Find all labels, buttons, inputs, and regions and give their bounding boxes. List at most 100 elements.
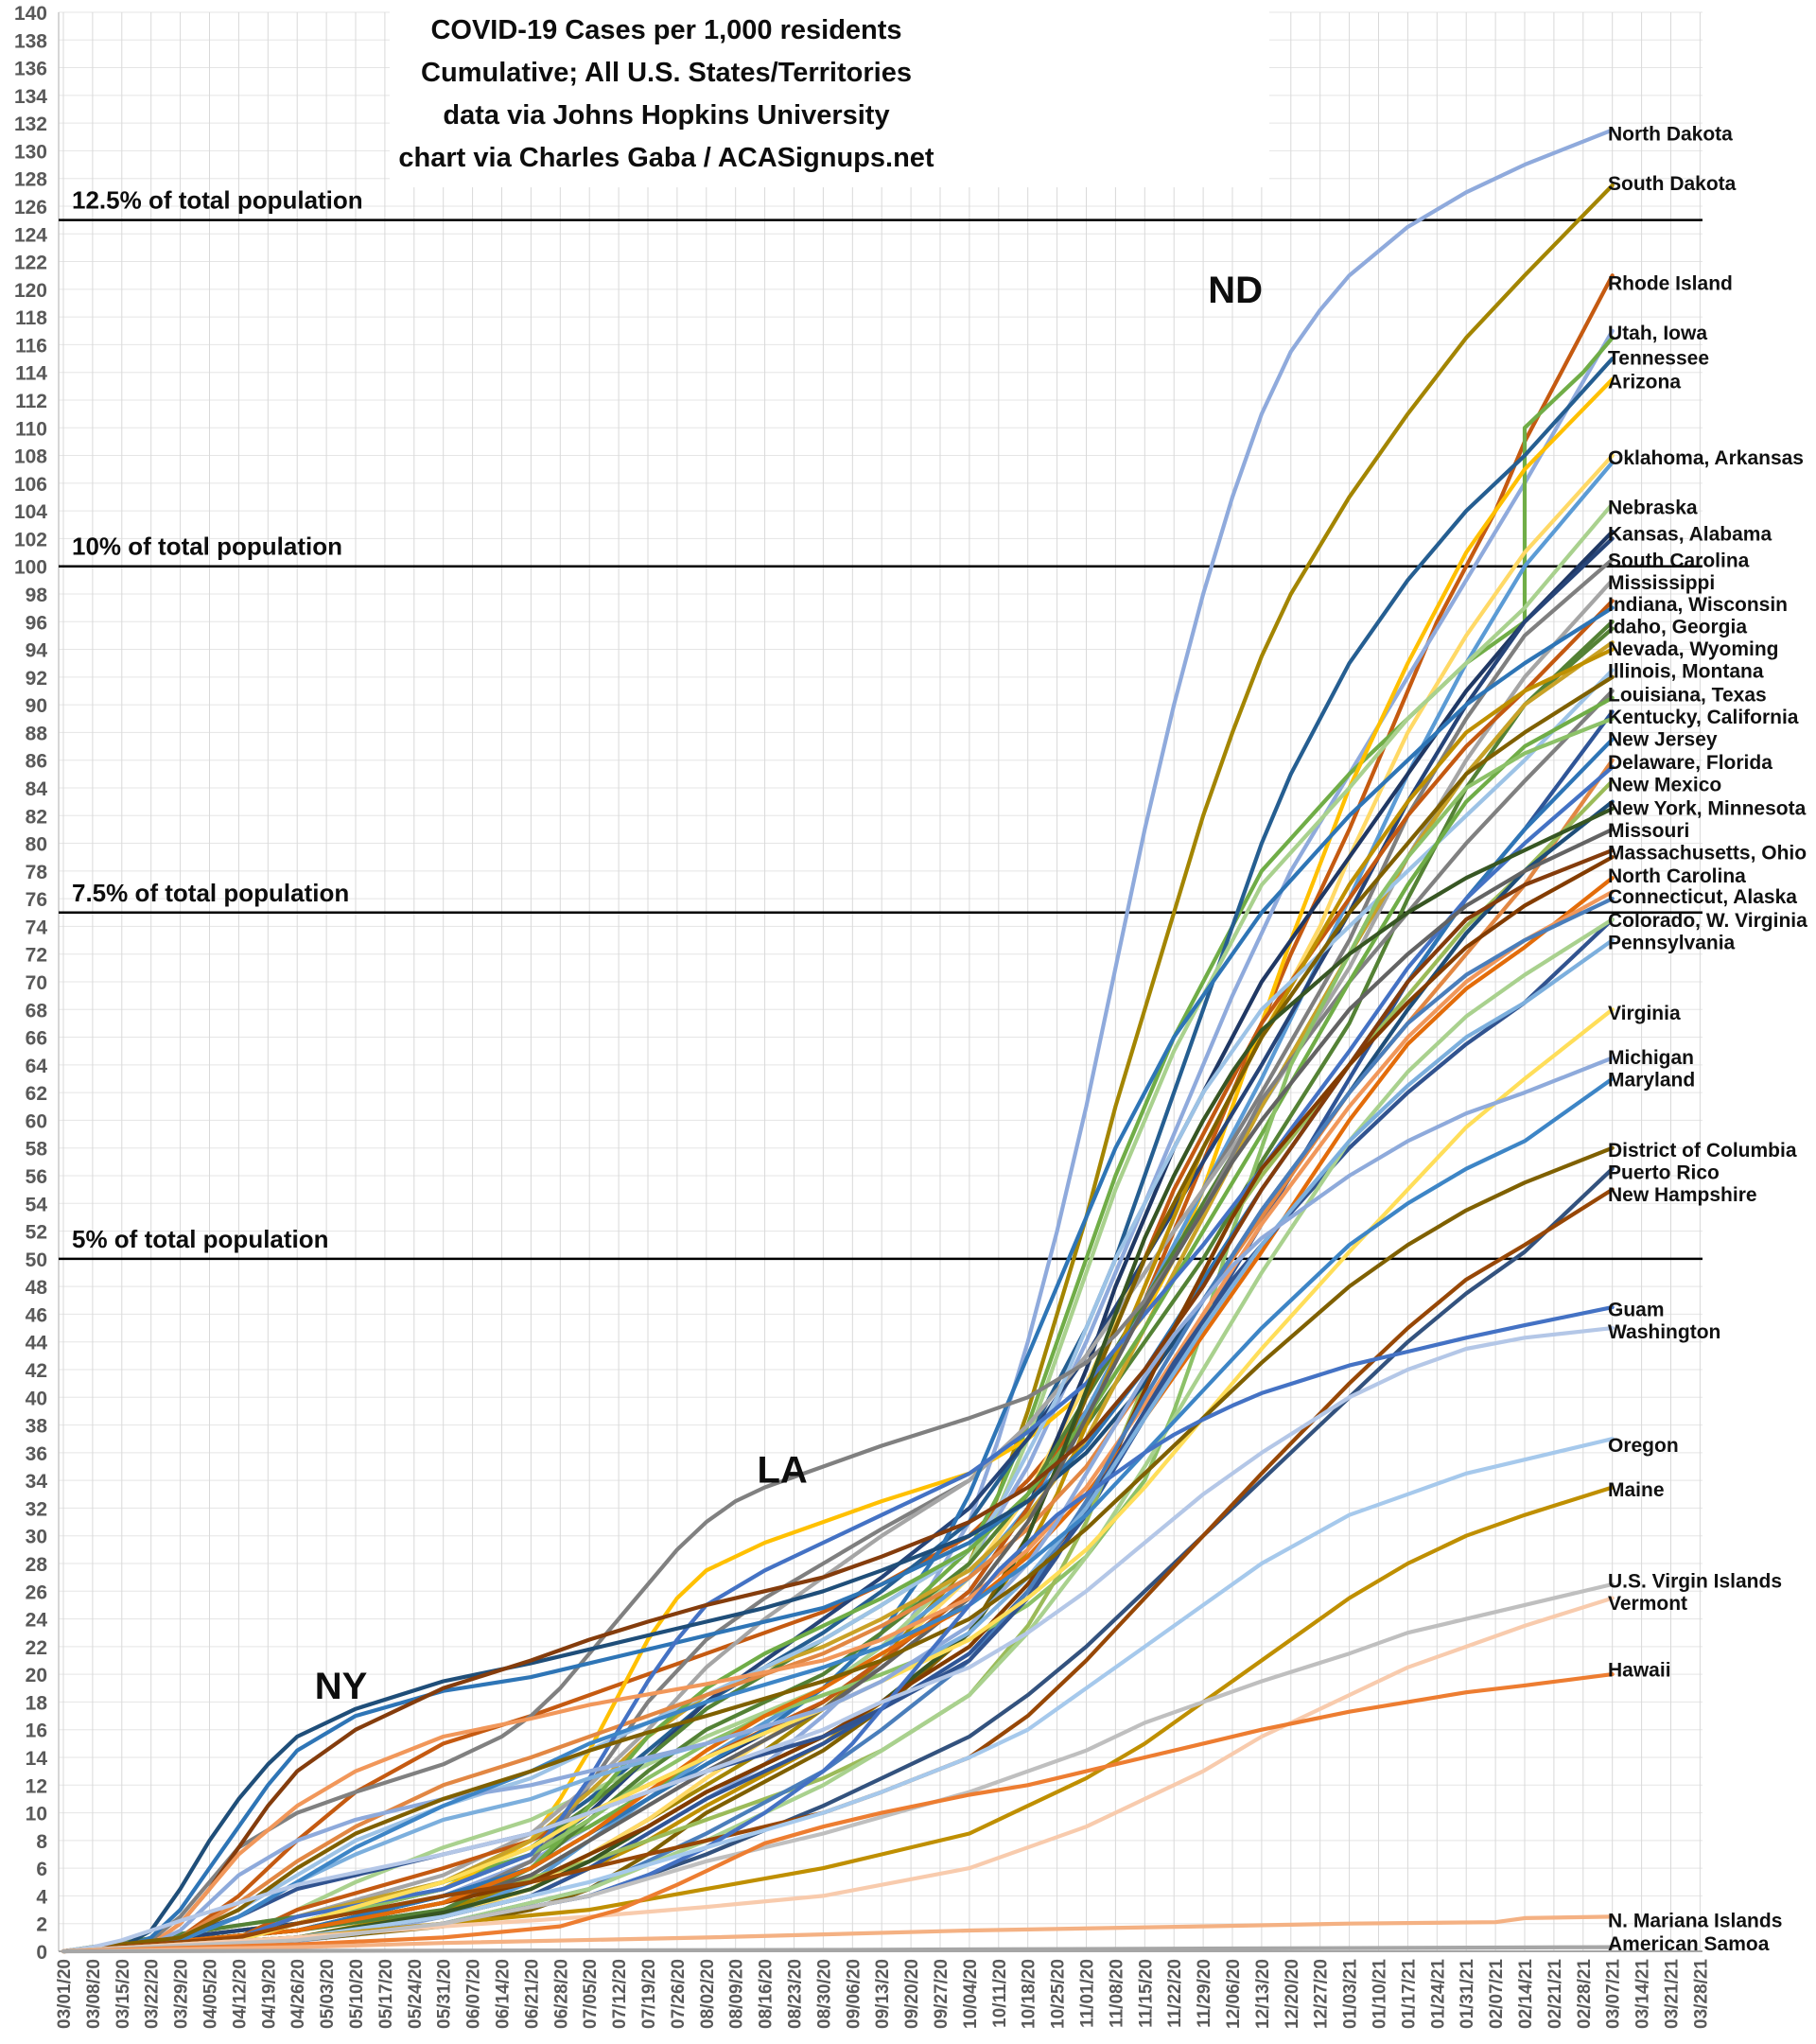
y-tick-label: 0: [36, 1942, 47, 1964]
y-tick-label: 2: [36, 1914, 47, 1936]
series-tennessee: [61, 357, 1615, 1954]
y-tick-label: 110: [15, 418, 47, 440]
state-label-nevada-wyoming: Nevada, Wyoming: [1608, 638, 1779, 660]
state-label-arizona: Arizona: [1608, 371, 1681, 393]
state-label-maine: Maine: [1608, 1479, 1665, 1501]
y-tick-label: 60: [26, 1110, 47, 1132]
x-tick-label: 11/15/20: [1136, 1959, 1156, 2028]
y-tick-label: 96: [26, 612, 47, 634]
state-label-colorado-w-virginia: Colorado, W. Virginia: [1608, 910, 1807, 932]
series-vermont: [61, 1596, 1615, 1954]
x-tick-label: 04/19/20: [259, 1959, 279, 2029]
y-tick-label: 16: [26, 1721, 47, 1742]
state-label-kansas-alabama: Kansas, Alabama: [1608, 524, 1772, 546]
series-american-samoa: [61, 1945, 1615, 1954]
y-tick-label: 56: [26, 1166, 47, 1188]
x-tick-label: 07/12/20: [610, 1959, 630, 2029]
series-oregon: [61, 1437, 1615, 1954]
series-mississippi: [61, 578, 1615, 1954]
y-tick-label: 106: [14, 474, 47, 496]
y-tick-label: 6: [36, 1859, 47, 1880]
x-tick-label: 06/21/20: [522, 1959, 542, 2029]
x-tick-label: 07/05/20: [581, 1959, 601, 2029]
series-missouri: [61, 827, 1615, 1954]
series-texas: [61, 695, 1615, 1954]
x-tick-label: 04/26/20: [288, 1959, 308, 2029]
state-label-south-carolina: South Carolina: [1608, 550, 1750, 571]
state-label-puerto-rico: Puerto Rico: [1608, 1162, 1720, 1184]
x-tick-label: 03/29/20: [172, 1959, 192, 2029]
state-label-pennsylvania: Pennsylvania: [1608, 933, 1736, 954]
x-tick-label: 09/13/20: [873, 1959, 893, 2029]
x-tick-label: 07/26/20: [669, 1959, 689, 2029]
state-label-rhode-island: Rhode Island: [1608, 273, 1733, 295]
x-tick-label: 03/08/20: [84, 1959, 104, 2029]
series-hawaii: [61, 1672, 1615, 1954]
x-tick-label: 02/28/21: [1575, 1959, 1595, 2029]
y-tick-label: 28: [26, 1554, 48, 1576]
chart-title-line-3: data via Johns Hopkins University: [443, 100, 890, 131]
y-tick-label: 48: [26, 1277, 48, 1299]
y-tick-label: 52: [26, 1222, 47, 1244]
series-louisiana: [61, 689, 1615, 1954]
y-tick-label: 54: [26, 1194, 48, 1215]
y-tick-label: 128: [14, 169, 47, 191]
y-tick-label: 134: [14, 86, 47, 108]
y-tick-label: 100: [14, 557, 47, 579]
y-tick-label: 84: [26, 778, 48, 800]
y-tick-label: 46: [26, 1304, 47, 1326]
series-iowa: [61, 336, 1615, 1954]
x-tick-label: 05/17/20: [376, 1959, 396, 2029]
y-tick-label: 30: [26, 1527, 47, 1548]
x-tick-label: 08/16/20: [757, 1959, 777, 2029]
x-tick-label: 01/03/21: [1341, 1959, 1361, 2029]
x-tick-label: 03/21/21: [1663, 1959, 1683, 2029]
inline-label-ny: NY: [315, 1666, 368, 1707]
state-label-north-carolina: North Carolina: [1608, 865, 1746, 887]
series-new-york: [61, 799, 1615, 1954]
y-tick-label: 26: [26, 1581, 47, 1603]
y-tick-label: 12: [26, 1775, 47, 1797]
state-label-missouri: Missouri: [1608, 820, 1689, 842]
x-tick-label: 08/30/20: [814, 1959, 834, 2029]
x-tick-label: 09/20/20: [902, 1959, 922, 2029]
state-label-n-mariana-islands: N. Mariana Islands: [1608, 1910, 1782, 1931]
x-tick-label: 12/27/20: [1312, 1959, 1332, 2029]
state-label-new-jersey: New Jersey: [1608, 728, 1718, 750]
state-label-american-samoa: American Samoa: [1608, 1933, 1770, 1955]
x-tick-label: 05/10/20: [347, 1959, 367, 2029]
x-tick-label: 03/15/20: [114, 1959, 133, 2029]
x-tick-label: 06/28/20: [551, 1959, 571, 2029]
state-label-new-hampshire: New Hampshire: [1608, 1184, 1757, 1206]
state-label-louisiana-texas: Louisiana, Texas: [1608, 684, 1767, 706]
chart-title-line-1: COVID-19 Cases per 1,000 residents: [430, 15, 902, 45]
x-tick-label: 03/28/21: [1691, 1959, 1711, 2029]
x-tick-label: 01/10/21: [1371, 1959, 1390, 2029]
y-tick-label: 38: [26, 1416, 48, 1438]
x-tick-label: 05/03/20: [318, 1959, 338, 2029]
chart-title: COVID-19 Cases per 1,000 residents Cumul…: [390, 9, 943, 180]
state-label-idaho-georgia: Idaho, Georgia: [1608, 617, 1747, 638]
y-tick-label: 22: [26, 1637, 47, 1659]
y-tick-label: 112: [15, 391, 47, 412]
state-label-new-mexico: New Mexico: [1608, 775, 1721, 796]
y-tick-label: 116: [15, 335, 47, 357]
x-tick-label: 02/14/21: [1516, 1959, 1536, 2029]
y-tick-label: 42: [26, 1360, 47, 1382]
x-tick-label: 11/08/20: [1107, 1959, 1126, 2028]
y-tick-label: 14: [26, 1748, 48, 1770]
state-label-michigan: Michigan: [1608, 1047, 1694, 1069]
x-tick-label: 12/06/20: [1224, 1959, 1244, 2029]
y-tick-label: 98: [26, 585, 48, 606]
reference-label-100: 10% of total population: [72, 533, 342, 561]
x-tick-label: 03/01/20: [55, 1959, 75, 2029]
state-label-south-dakota: South Dakota: [1608, 173, 1737, 195]
y-tick-label: 92: [26, 668, 47, 690]
series-n-mariana-islands: [61, 1914, 1615, 1954]
y-tick-label: 132: [14, 114, 47, 135]
x-tick-label: 04/05/20: [201, 1959, 221, 2029]
x-tick-label: 10/18/20: [1020, 1959, 1039, 2029]
y-tick-label: 88: [26, 723, 48, 744]
